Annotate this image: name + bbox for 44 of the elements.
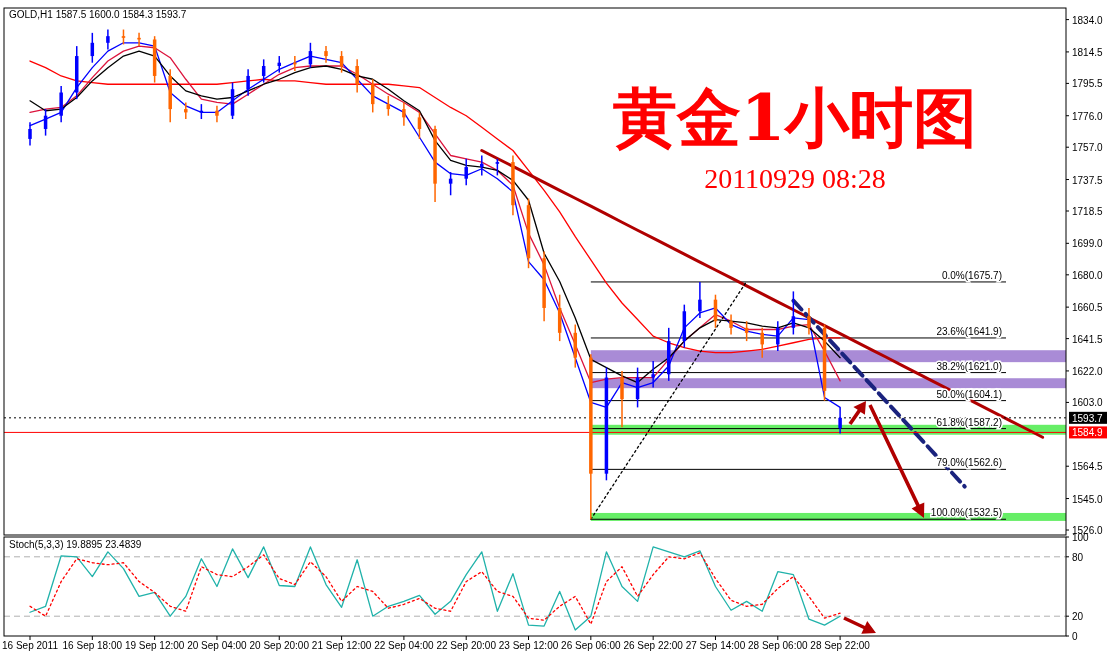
x-tick-label: 20 Sep 04:00: [187, 640, 248, 651]
ref-line-label: 23.6%(1641.9): [936, 325, 1002, 337]
y-tick-label: 20: [1072, 611, 1084, 623]
x-tick-label: 28 Sep 06:00: [748, 640, 808, 651]
y-tick-label: 1622.0: [1072, 365, 1104, 377]
x-tick-label: 16 Sep 2011: [2, 640, 59, 651]
y-tick-label: 1834.0: [1072, 14, 1104, 26]
x-tick-label: 28 Sep 22:00: [810, 640, 871, 651]
ref-line-label: 61.8%(1587.2): [936, 416, 1002, 428]
x-tick-label: 21 Sep 12:00: [311, 640, 372, 651]
ref-line-label: 38.2%(1621.0): [936, 360, 1002, 372]
x-tick-label: 16 Sep 18:00: [62, 640, 123, 651]
y-tick-label: 1737.5: [1072, 174, 1104, 186]
y-tick-label: 1545.0: [1072, 493, 1104, 505]
y-tick-label: 1641.5: [1072, 333, 1104, 345]
x-tick-label: 22 Sep 20:00: [436, 640, 497, 651]
x-tick-label: 20 Sep 20:00: [249, 640, 310, 651]
ref-line-label: 1593.7: [1072, 412, 1104, 424]
x-tick-label: 19 Sep 12:00: [124, 640, 185, 651]
ref-line-label: 100.0%(1532.5): [930, 507, 1002, 519]
ref-line-label: 0.0%(1675.7): [941, 269, 1002, 281]
y-tick-label: 1699.0: [1072, 238, 1104, 250]
y-tick-label: 1718.5: [1072, 206, 1104, 218]
y-tick-label: 1795.5: [1072, 78, 1104, 90]
y-tick-label: 1680.0: [1072, 269, 1104, 281]
annotation: GOLD,H1 1587.5 1600.0 1584.3 1593.7: [9, 9, 187, 20]
y-tick-label: 0: [1072, 631, 1078, 642]
x-tick-label: 23 Sep 12:00: [498, 640, 559, 651]
y-tick-label: 1776.0: [1072, 110, 1104, 122]
y-tick-label: 1603.0: [1072, 397, 1104, 409]
y-tick-label: 80: [1072, 551, 1084, 563]
ref-line-label: 1584.9: [1072, 427, 1104, 439]
text: 黄金1小时图: [612, 80, 978, 155]
text: 20110929 08:28: [704, 163, 886, 194]
y-tick-label: 1814.5: [1072, 46, 1104, 58]
y-tick-label: 100: [1072, 532, 1090, 543]
x-tick-label: 22 Sep 04:00: [374, 640, 435, 651]
y-tick-label: 1660.5: [1072, 302, 1104, 314]
x-tick-label: 27 Sep 14:00: [685, 640, 746, 651]
y-tick-label: 1564.5: [1072, 461, 1104, 473]
y-tick-label: 1757.0: [1072, 142, 1104, 154]
x-tick-label: 26 Sep 22:00: [623, 640, 684, 651]
chart-title: Stoch(5,3,3) 19.8895 23.4839: [9, 539, 142, 550]
x-tick-label: 26 Sep 06:00: [561, 640, 622, 651]
